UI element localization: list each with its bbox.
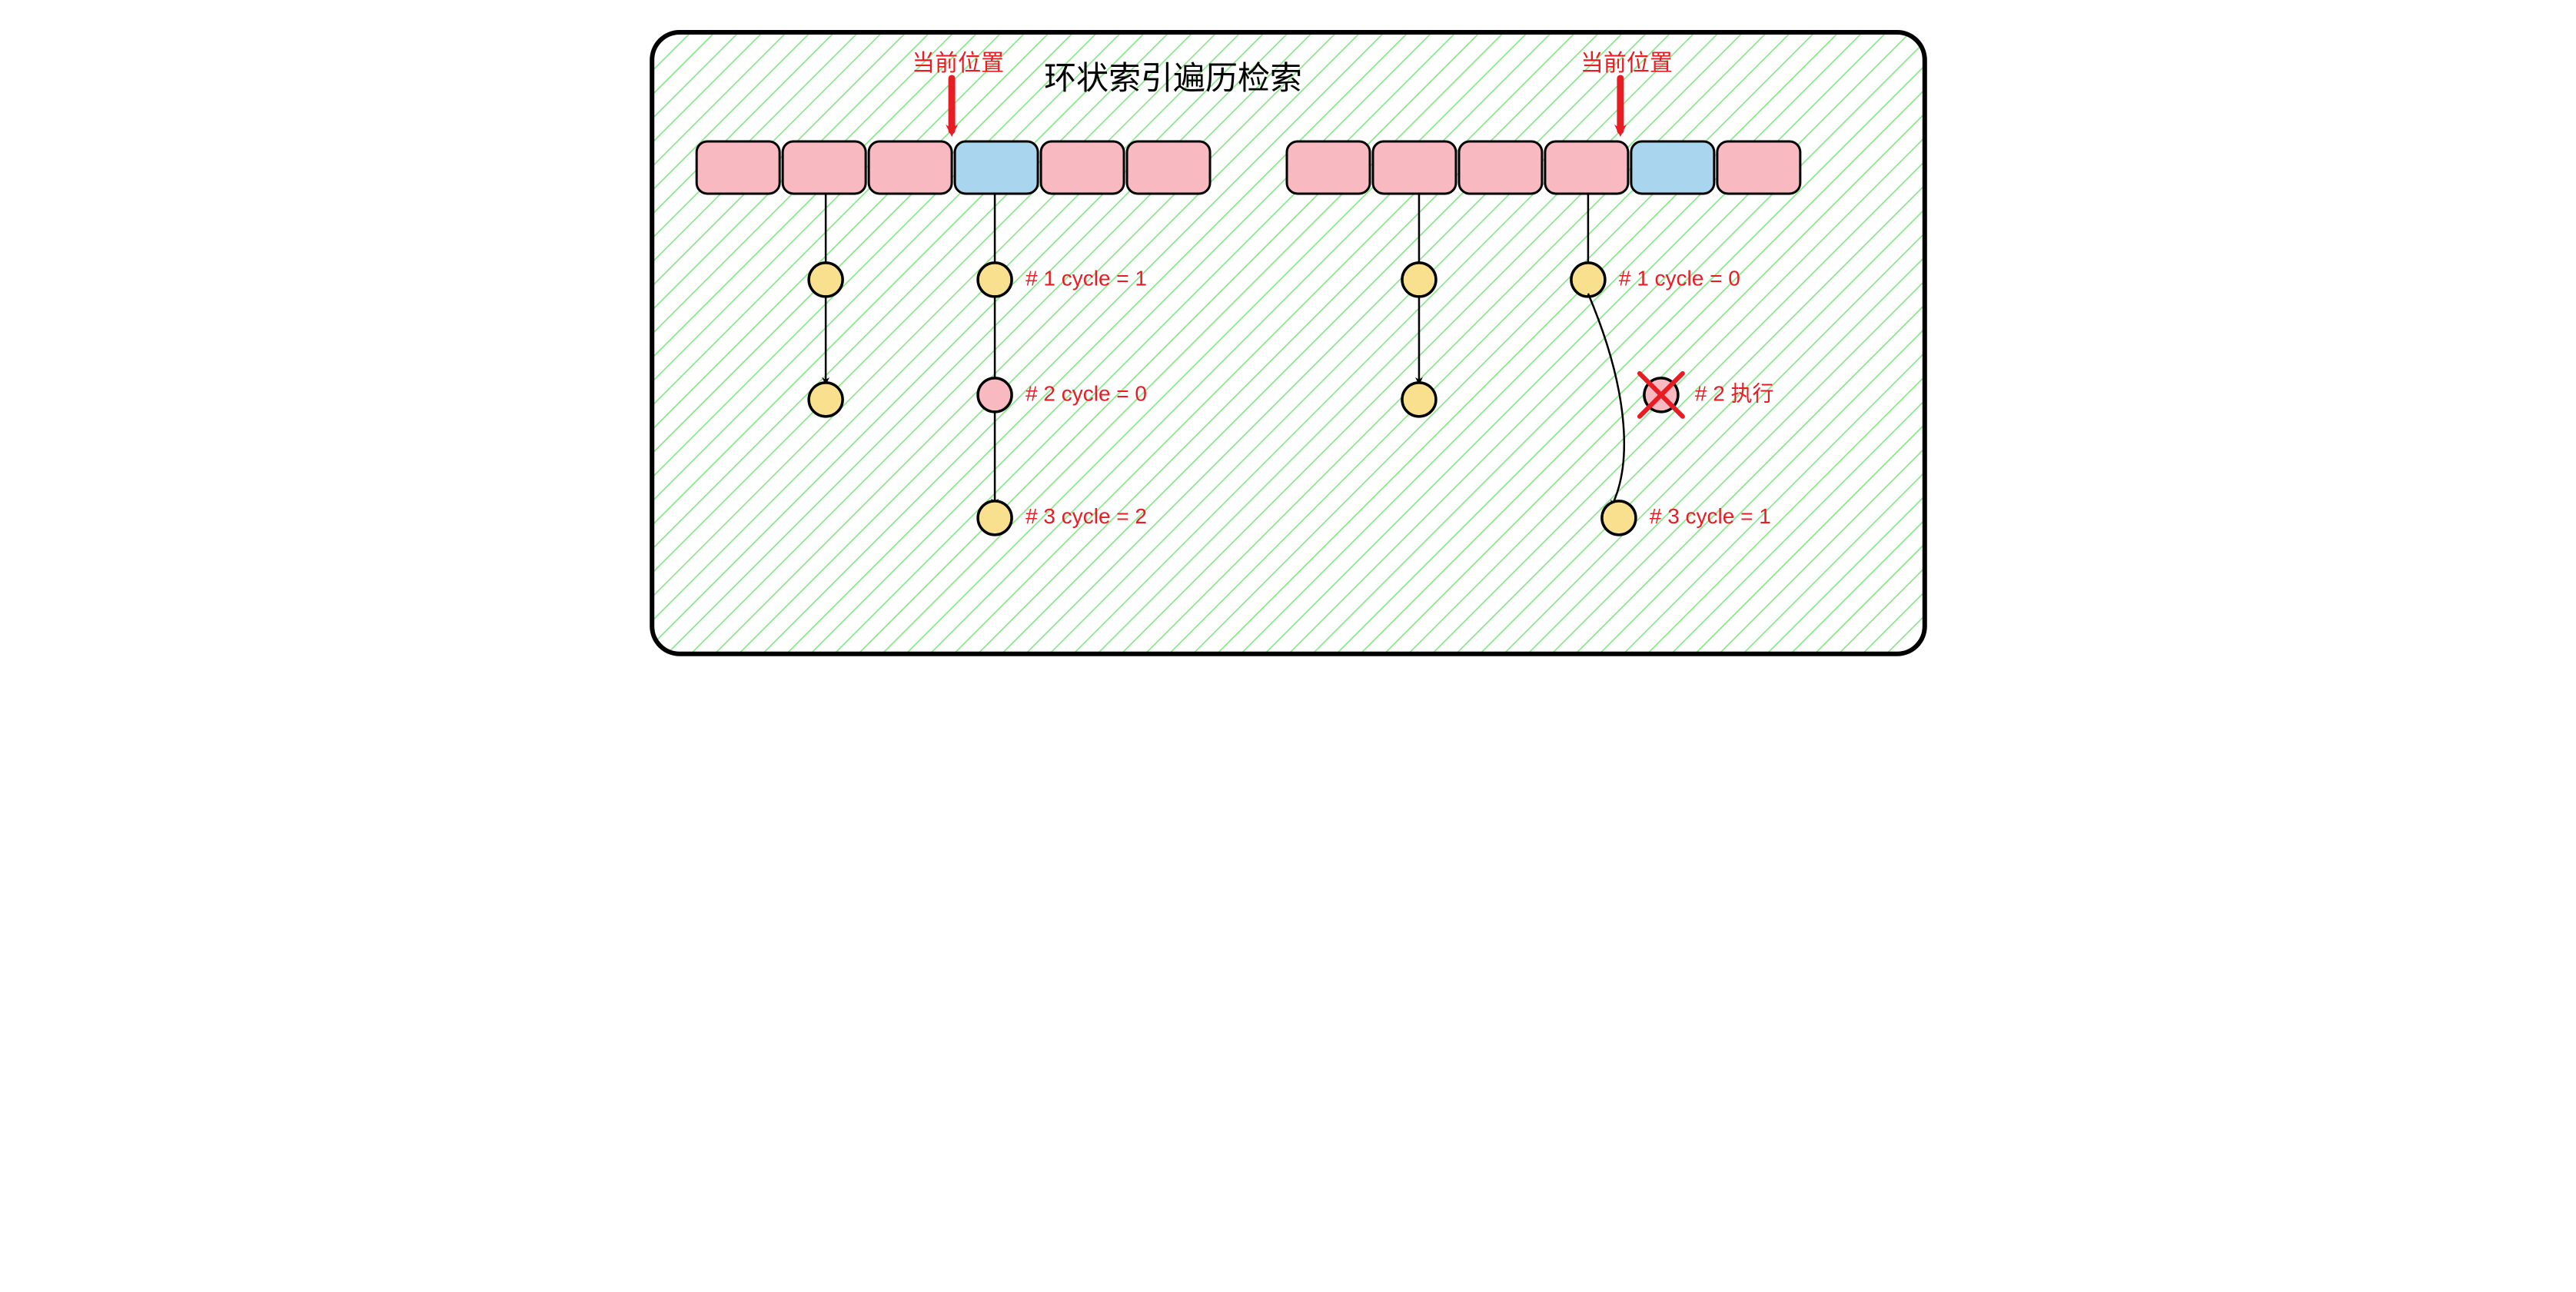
cycle-label: # 2 cycle = 0: [1025, 381, 1147, 405]
node-circle-yellow: [809, 383, 843, 417]
node-circle-yellow: [809, 263, 843, 297]
node-circle-yellow: [978, 501, 1012, 535]
array-box-pink: [1041, 141, 1124, 194]
diagram-svg: 环状索引遍历检索 当前位置 # 1 cycle = 1 # 2 cycle = 0 # …: [635, 15, 1942, 671]
array-box-pink: [783, 141, 866, 194]
frame-background: [652, 32, 1925, 654]
pointer-label: 当前位置: [912, 51, 1004, 76]
node-circle-yellow: [1571, 263, 1604, 297]
array-box-blue: [1630, 141, 1713, 194]
cycle-label: # 1 cycle = 0: [1618, 266, 1740, 290]
array-box-pink: [1127, 141, 1210, 194]
array-box-pink: [869, 141, 952, 194]
array-box-pink: [696, 141, 779, 194]
array-box-pink: [1717, 141, 1800, 194]
array-box-pink: [1372, 141, 1455, 194]
array-box-pink: [1287, 141, 1370, 194]
diagram-container: 环状索引遍历检索 当前位置 # 1 cycle = 1 # 2 cycle = 0 # …: [635, 15, 1942, 671]
cycle-label: # 2 执行: [1694, 381, 1773, 405]
node-circle-yellow: [1401, 263, 1435, 297]
node-circle-yellow: [1401, 383, 1435, 417]
array-box-blue: [955, 141, 1038, 194]
pointer-label: 当前位置: [1580, 51, 1672, 76]
array-box-pink: [1544, 141, 1627, 194]
cycle-label: # 3 cycle = 2: [1025, 504, 1147, 528]
node-circle-yellow: [978, 263, 1012, 297]
cycle-label: # 3 cycle = 1: [1649, 504, 1770, 528]
node-circle-yellow: [1601, 501, 1635, 535]
array-box-pink: [1458, 141, 1541, 194]
cycle-label: # 1 cycle = 1: [1025, 266, 1147, 290]
node-circle-pink: [978, 378, 1012, 412]
diagram-title: 环状索引遍历检索: [1044, 60, 1302, 96]
